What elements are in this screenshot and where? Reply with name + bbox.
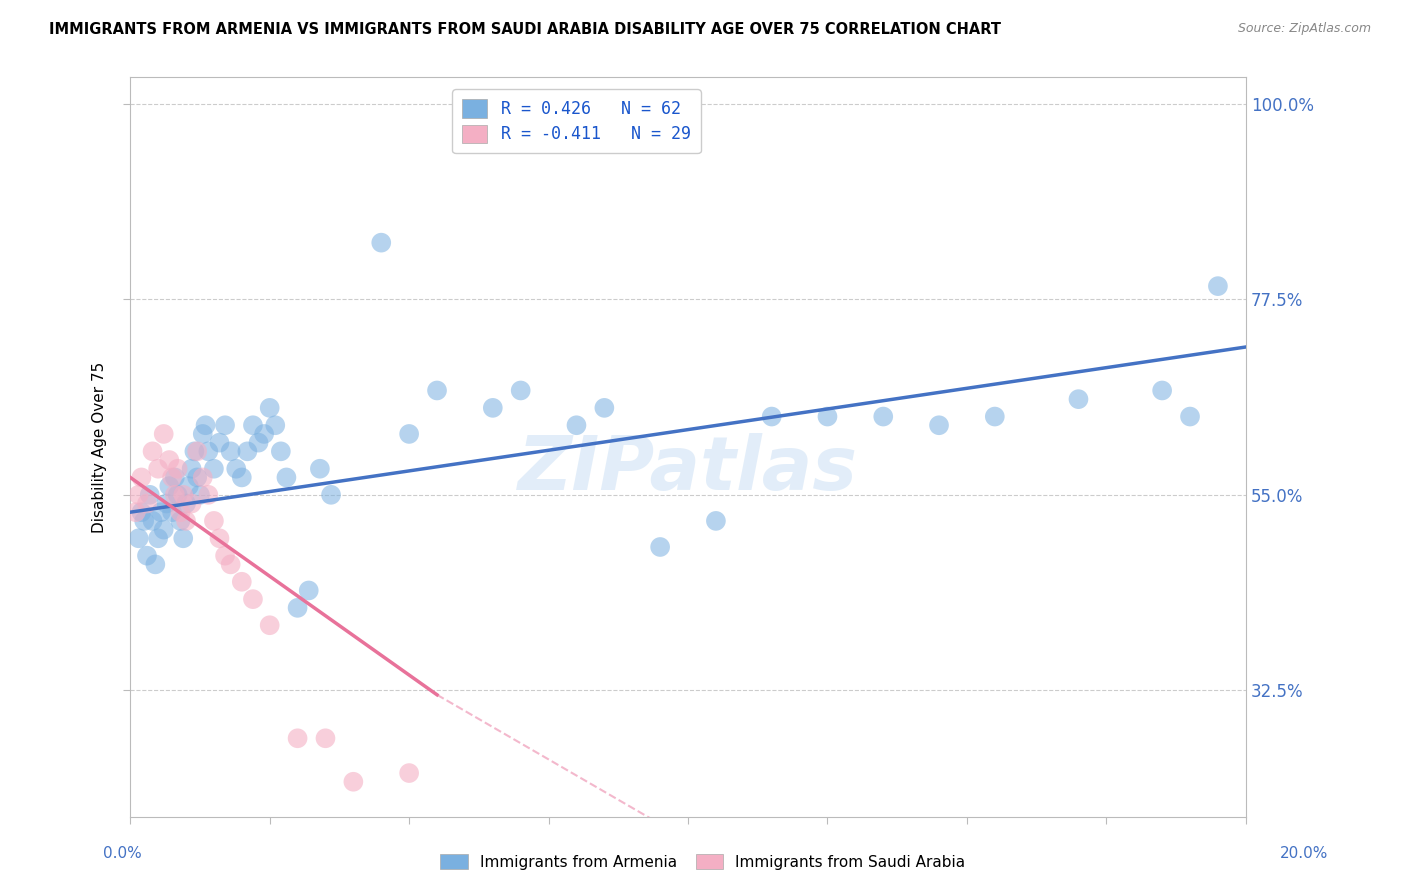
Point bbox=[202, 514, 225, 528]
Point bbox=[149, 505, 172, 519]
Text: 0.0%: 0.0% bbox=[103, 846, 142, 861]
Point bbox=[342, 774, 364, 789]
Point bbox=[264, 418, 287, 433]
Point bbox=[152, 523, 174, 537]
Point bbox=[509, 384, 531, 398]
Point bbox=[214, 418, 236, 433]
Point bbox=[650, 540, 672, 554]
Point bbox=[155, 496, 177, 510]
Point bbox=[247, 435, 270, 450]
Point bbox=[163, 488, 186, 502]
Point bbox=[191, 426, 214, 441]
Point bbox=[309, 461, 332, 475]
Text: 20.0%: 20.0% bbox=[1281, 846, 1329, 861]
Legend: Immigrants from Armenia, Immigrants from Saudi Arabia: Immigrants from Armenia, Immigrants from… bbox=[433, 846, 973, 877]
Point bbox=[565, 418, 588, 433]
Point bbox=[174, 514, 197, 528]
Point bbox=[593, 401, 616, 415]
Point bbox=[131, 505, 153, 519]
Point bbox=[166, 488, 188, 502]
Point bbox=[136, 549, 159, 563]
Point bbox=[163, 470, 186, 484]
Point bbox=[125, 505, 148, 519]
Point bbox=[146, 531, 169, 545]
Point bbox=[1206, 279, 1229, 293]
Point bbox=[370, 235, 392, 250]
Point bbox=[142, 444, 165, 458]
Point bbox=[180, 461, 202, 475]
Point bbox=[197, 488, 219, 502]
Point bbox=[152, 426, 174, 441]
Point bbox=[166, 461, 188, 475]
Point bbox=[1152, 384, 1174, 398]
Point bbox=[398, 766, 420, 780]
Text: Source: ZipAtlas.com: Source: ZipAtlas.com bbox=[1237, 22, 1371, 36]
Point bbox=[219, 558, 242, 572]
Point bbox=[169, 514, 191, 528]
Point bbox=[191, 470, 214, 484]
Point bbox=[426, 384, 449, 398]
Point bbox=[219, 444, 242, 458]
Point bbox=[136, 496, 159, 510]
Point bbox=[270, 444, 292, 458]
Point bbox=[817, 409, 839, 424]
Point bbox=[134, 514, 156, 528]
Point bbox=[928, 418, 950, 433]
Point bbox=[208, 531, 231, 545]
Point bbox=[482, 401, 505, 415]
Point bbox=[319, 488, 342, 502]
Point bbox=[314, 731, 336, 746]
Point bbox=[242, 418, 264, 433]
Point bbox=[287, 600, 309, 615]
Point bbox=[1067, 392, 1090, 406]
Point bbox=[1178, 409, 1201, 424]
Point bbox=[704, 514, 727, 528]
Point bbox=[761, 409, 783, 424]
Point bbox=[231, 470, 253, 484]
Point bbox=[157, 453, 180, 467]
Point bbox=[172, 531, 194, 545]
Point bbox=[160, 470, 183, 484]
Point bbox=[128, 488, 150, 502]
Point bbox=[157, 479, 180, 493]
Point bbox=[231, 574, 253, 589]
Point bbox=[128, 531, 150, 545]
Point bbox=[131, 470, 153, 484]
Point bbox=[194, 418, 217, 433]
Text: ZIPatlas: ZIPatlas bbox=[517, 433, 858, 506]
Point bbox=[202, 461, 225, 475]
Point bbox=[276, 470, 298, 484]
Point bbox=[236, 444, 259, 458]
Point bbox=[259, 618, 281, 632]
Point bbox=[259, 401, 281, 415]
Point bbox=[398, 426, 420, 441]
Point bbox=[208, 435, 231, 450]
Point bbox=[242, 592, 264, 607]
Point bbox=[253, 426, 276, 441]
Point bbox=[160, 505, 183, 519]
Point bbox=[177, 479, 200, 493]
Point bbox=[225, 461, 247, 475]
Point bbox=[872, 409, 894, 424]
Point bbox=[197, 444, 219, 458]
Point bbox=[186, 444, 208, 458]
Point bbox=[298, 583, 321, 598]
Point bbox=[214, 549, 236, 563]
Point bbox=[287, 731, 309, 746]
Y-axis label: Disability Age Over 75: Disability Age Over 75 bbox=[93, 361, 107, 533]
Point bbox=[174, 496, 197, 510]
Point bbox=[186, 470, 208, 484]
Legend: R = 0.426   N = 62, R = -0.411   N = 29: R = 0.426 N = 62, R = -0.411 N = 29 bbox=[453, 89, 700, 153]
Point bbox=[180, 496, 202, 510]
Point bbox=[146, 461, 169, 475]
Point bbox=[139, 488, 162, 502]
Point bbox=[183, 444, 205, 458]
Point bbox=[169, 505, 191, 519]
Point bbox=[143, 558, 166, 572]
Text: IMMIGRANTS FROM ARMENIA VS IMMIGRANTS FROM SAUDI ARABIA DISABILITY AGE OVER 75 C: IMMIGRANTS FROM ARMENIA VS IMMIGRANTS FR… bbox=[49, 22, 1001, 37]
Point bbox=[984, 409, 1007, 424]
Point bbox=[172, 488, 194, 502]
Point bbox=[188, 488, 211, 502]
Point bbox=[142, 514, 165, 528]
